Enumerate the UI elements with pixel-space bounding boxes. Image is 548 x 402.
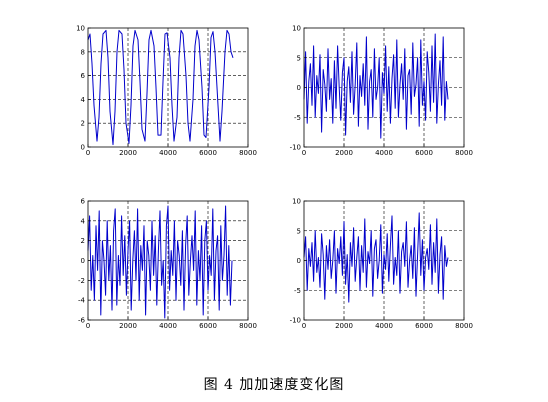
y-tick-label: 0 — [297, 84, 301, 92]
y-tick-label: 10 — [292, 198, 301, 206]
series-line — [303, 212, 449, 303]
subplot-2: 0 2000 4000 6000 8000 -10 -5 0 5 10 — [290, 25, 473, 158]
y-tick-label: -2 — [78, 277, 85, 285]
x-tick-label: 6000 — [415, 322, 433, 330]
y-tick-label: 4 — [81, 217, 86, 225]
x-tick-label: 6000 — [415, 149, 433, 157]
y-tick-label: -10 — [290, 144, 301, 152]
x-tick-label: 6000 — [199, 149, 217, 157]
x-tick-label: 6000 — [199, 322, 217, 330]
x-tick-label: 2000 — [119, 149, 137, 157]
y-tick-label: -4 — [78, 297, 86, 305]
plot-area: 0 2000 4000 6000 8000 -10 -5 0 5 10 — [290, 198, 473, 331]
y-tick-label: 2 — [81, 120, 85, 128]
x-tick-label: 4000 — [375, 149, 393, 157]
x-tick-label: 0 — [86, 322, 90, 330]
x-tick-label: 4000 — [375, 322, 393, 330]
subplot-4: 0 2000 4000 6000 8000 -10 -5 0 5 10 — [290, 198, 473, 331]
x-tick-label: 2000 — [335, 322, 353, 330]
y-tick-label: 5 — [297, 227, 301, 235]
x-tick-label: 4000 — [159, 149, 177, 157]
plot-area: 0 2000 4000 6000 8000 0 2 4 6 8 10 — [76, 25, 257, 158]
y-tick-label: -10 — [290, 317, 301, 325]
y-tick-label: -5 — [294, 287, 301, 295]
y-tick-label: 0 — [297, 257, 301, 265]
x-tick-label: 4000 — [159, 322, 177, 330]
x-tick-label: 2000 — [119, 322, 137, 330]
x-tick-label: 8000 — [455, 322, 473, 330]
y-tick-label: 4 — [81, 96, 86, 104]
y-tick-label: 5 — [297, 54, 301, 62]
series-line — [87, 29, 234, 146]
x-tick-label: 2000 — [335, 149, 353, 157]
y-tick-label: 0 — [81, 144, 85, 152]
subplot-1: 0 2000 4000 6000 8000 0 2 4 6 8 10 — [76, 25, 257, 158]
y-tick-label: 6 — [81, 72, 86, 80]
y-tick-label: 2 — [81, 237, 85, 245]
y-tick-label: 10 — [292, 25, 301, 33]
y-tick-label: 10 — [76, 25, 85, 33]
y-tick-label: -5 — [294, 114, 301, 122]
series-line — [87, 205, 233, 319]
plot-area: 0 2000 4000 6000 8000 -10 -5 0 5 10 — [290, 25, 473, 158]
y-tick-label: 0 — [81, 257, 85, 265]
subplot-3: 0 2000 4000 6000 8000 -6 -4 -2 0 2 4 6 — [78, 198, 257, 331]
x-tick-label: 0 — [86, 149, 90, 157]
x-tick-label: 0 — [302, 322, 306, 330]
y-tick-label: 8 — [81, 48, 85, 56]
y-tick-label: 6 — [81, 198, 86, 206]
x-tick-label: 8000 — [239, 149, 257, 157]
x-tick-label: 0 — [302, 149, 306, 157]
x-tick-label: 8000 — [239, 322, 257, 330]
x-tick-label: 8000 — [455, 149, 473, 157]
plot-area: 0 2000 4000 6000 8000 -6 -4 -2 0 2 4 6 — [78, 198, 257, 331]
series-line — [303, 33, 449, 139]
y-tick-label: -6 — [78, 317, 86, 325]
figure-caption: 图 4 加加速度变化图 — [203, 377, 345, 393]
